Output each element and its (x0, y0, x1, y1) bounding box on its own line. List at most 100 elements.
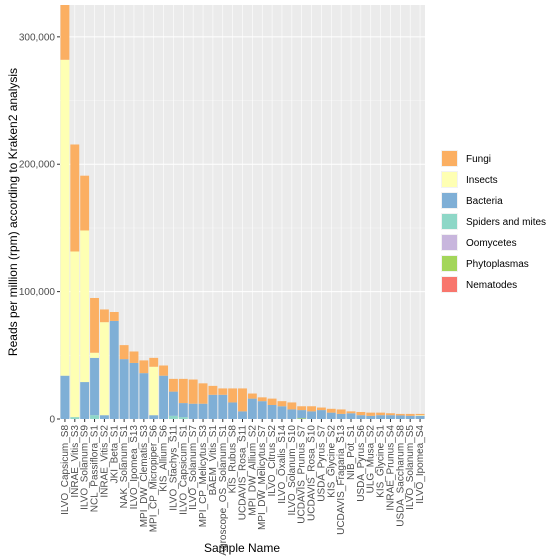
bar-segment-fungi (336, 409, 346, 414)
x-tick-label: USDA_Saccharum_S8 (395, 425, 406, 527)
bar-segment-bacteria (405, 415, 415, 419)
x-tick-label: USDA_Pyrus_S7 (316, 425, 327, 502)
x-axis-title: Sample Name (204, 541, 280, 555)
bar-segment-bacteria (188, 403, 198, 419)
bar-segment-fungi (218, 388, 228, 395)
bar-segment-fungi (395, 413, 405, 416)
bar-segment-bacteria (247, 398, 257, 419)
x-tick-label: MPI_CP_Melicytus_S3 (198, 425, 209, 528)
bar-segment-spiders-and-mites (70, 417, 80, 419)
legend-label: Fungi (466, 154, 491, 165)
x-tick-label: KIS_Rubus_S8 (228, 425, 239, 494)
bar-segment-fungi (119, 345, 129, 360)
bar-segment-phytoplasmas (297, 418, 307, 419)
bar-segment-fungi (188, 379, 198, 404)
bar-segment-spiders-and-mites (178, 417, 188, 419)
bar-segment-fungi (346, 411, 356, 414)
x-tick-label: JKI_Beta_S1 (109, 425, 120, 484)
legend-label: Phytoplasmas (466, 259, 529, 270)
bar-segment-bacteria (395, 415, 405, 419)
y-tick-label: 0 (49, 415, 55, 426)
x-tick-label: UCDAVIS_Prunus_S7 (297, 425, 308, 524)
bar-segment-fungi (109, 311, 119, 321)
x-tick-label: UCDAVIS_Rosa_S10 (307, 425, 318, 521)
x-tick-label: UCDAVIS_Rosa_S11 (238, 425, 249, 521)
bar-segment-bacteria (316, 410, 326, 419)
x-tick-label: ILVO_Ipomea_S13 (129, 425, 140, 510)
bar-segment-bacteria (80, 382, 90, 419)
bar-segment-fungi (60, 5, 70, 60)
bar-segment-bacteria (238, 411, 247, 419)
bar-segment-fungi (80, 175, 90, 231)
bar-segment-fungi (169, 378, 178, 392)
bar-segment-insects (415, 415, 425, 416)
bar-segment-fungi (247, 393, 257, 399)
y-tick-label: 200,000 (19, 160, 56, 171)
bar-segment-bacteria (366, 415, 376, 419)
bar-segment-insects (90, 352, 99, 358)
bar-segment-fungi (70, 144, 80, 252)
bar-segment-bacteria (277, 406, 287, 419)
bar-segment-fungi (267, 398, 277, 405)
y-tick-label: 100,000 (19, 287, 56, 298)
x-tick-label: ILVO_Capsicum_S8 (60, 425, 71, 515)
bar-segment-bacteria (169, 391, 178, 416)
bar-segment-bacteria (99, 415, 109, 419)
bars-group (60, 5, 425, 419)
legend-swatch (442, 235, 457, 250)
bar-segment-bacteria (267, 404, 277, 419)
x-tick-label: NAK_Solanum_S1 (119, 425, 130, 509)
bar-segment-bacteria (386, 415, 395, 419)
legend-label: Nematodes (466, 280, 517, 291)
bar-segment-insects (149, 366, 159, 416)
bar-segment-fungi (257, 397, 267, 402)
x-tick-label: INRAE_Prunus_S4 (385, 425, 396, 511)
bar-segment-fungi (356, 411, 366, 416)
x-tick-label: MPI_CP_Micropiper_S6 (149, 425, 160, 533)
x-tick-label: UCDAVIS_Fragaria_S13 (336, 425, 347, 535)
legend-swatch (442, 172, 457, 187)
bar-segment-bacteria (307, 411, 316, 419)
bar-segment-spiders-and-mites (90, 415, 99, 419)
bar-segment-bacteria (159, 375, 169, 419)
x-tick-label: ILVO_Solanum_S5 (405, 425, 416, 510)
x-tick-label: NIB_Pot_S1 (346, 425, 357, 480)
legend-swatch (442, 193, 457, 208)
x-tick-label: ILVO_Citrus_S2 (267, 425, 278, 497)
x-tick-label: ULG_Musa_S2 (366, 425, 377, 494)
x-tick-label: ILVO_Solanum_S10 (287, 425, 298, 516)
bar-segment-bacteria (60, 375, 70, 419)
bar-segment-insects (60, 59, 70, 376)
legend-swatch (442, 277, 457, 292)
x-tick-label: Agroscope_OS_Solanum_S1 (218, 425, 229, 556)
bar-segment-bacteria (129, 362, 139, 419)
bar-segment-fungi (366, 412, 376, 416)
x-tick-label: ILVO_Solanum_S9 (80, 425, 91, 510)
x-tick-label: ILVO_Ipomea_S4 (415, 425, 426, 504)
bar-segment-fungi (228, 388, 238, 403)
legend-swatch (442, 214, 457, 229)
x-axis-ticks: ILVO_Capsicum_S8INRAE_Vitis_S3ILVO_Solan… (60, 419, 426, 556)
legend-swatch (442, 256, 457, 271)
bar-segment-insects (70, 251, 80, 418)
x-tick-label: ILVO_Solanum_S7 (188, 425, 199, 510)
bar-segment-bacteria (376, 415, 386, 419)
bar-segment-bacteria (208, 394, 218, 419)
x-tick-label: MPI_DW_Allium_S2 (247, 425, 258, 516)
legend-swatch (442, 151, 457, 166)
bar-segment-fungi (307, 406, 316, 412)
bar-segment-bacteria (119, 359, 129, 419)
bar-segment-fungi (277, 401, 287, 407)
legend-label: Spiders and mites (466, 217, 546, 228)
bar-segment-fungi (149, 357, 159, 367)
x-tick-label: KIS_Allium_S6 (159, 425, 170, 492)
bar-segment-bacteria (356, 415, 366, 419)
bar-segment-bacteria (287, 409, 297, 419)
legend-label: Insects (466, 175, 498, 186)
bar-segment-fungi (316, 407, 326, 411)
x-tick-label: ILVO_Stachys_S11 (168, 425, 179, 511)
bar-segment-bacteria (178, 403, 188, 418)
bar-segment-fungi (386, 413, 395, 416)
bar-segment-fungi (99, 309, 109, 323)
